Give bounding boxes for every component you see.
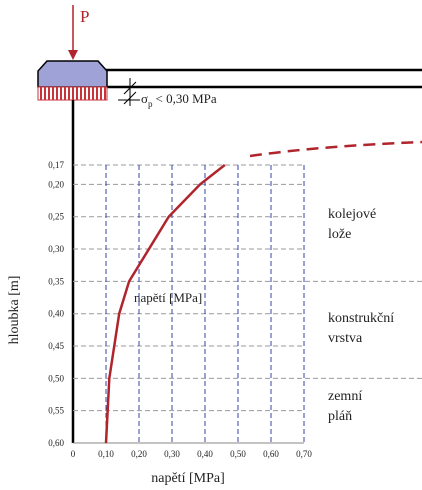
x-tick-label: 0,40 [197, 449, 213, 459]
y-tick-label: 0,55 [48, 406, 64, 416]
y-tick-label: 0,35 [48, 276, 64, 286]
x-tick-label: 0,20 [131, 449, 147, 459]
stress-curve [104, 164, 226, 444]
x-tick-label: 0 [71, 449, 76, 459]
y-tick-label: 0,20 [48, 179, 64, 189]
load-arrowhead [68, 50, 78, 60]
y-tick-label: 0,60 [48, 438, 64, 448]
layer-label: vrstva [328, 331, 363, 346]
curve-label: napětí [MPa] [134, 290, 202, 305]
contact-stress: σp < 0,30 MPa [141, 91, 217, 109]
curve-extension [249, 140, 422, 158]
layer-label: kolejové [328, 207, 376, 222]
x-tick-label: 0,50 [230, 449, 246, 459]
x-tick-label: 0,10 [98, 449, 114, 459]
x-tick-label: 0,70 [296, 449, 312, 459]
layer-label: zemní [328, 389, 362, 404]
y-tick-label: 0,45 [48, 341, 64, 351]
y-tick-label: 0,40 [48, 309, 64, 319]
y-axis-title: hloubka [m] [7, 276, 22, 345]
y-tick-label: 0,17 [48, 160, 64, 170]
x-tick-label: 0,30 [164, 449, 180, 459]
layer-label: lože [328, 227, 351, 242]
x-axis-title: napětí [MPa] [151, 471, 224, 486]
y-tick-label: 0,30 [48, 244, 64, 254]
y-tick-label: 0,50 [48, 373, 64, 383]
layer-label: konstrukční [328, 311, 394, 326]
dimension-tick [123, 81, 137, 95]
sleeper [37, 60, 108, 88]
x-tick-label: 0,60 [263, 449, 279, 459]
y-tick-label: 0,25 [48, 212, 64, 222]
contact-zone [37, 86, 108, 101]
layer-label: pláň [328, 409, 352, 424]
load-label: P [80, 7, 89, 26]
dimension-tick [123, 91, 137, 105]
